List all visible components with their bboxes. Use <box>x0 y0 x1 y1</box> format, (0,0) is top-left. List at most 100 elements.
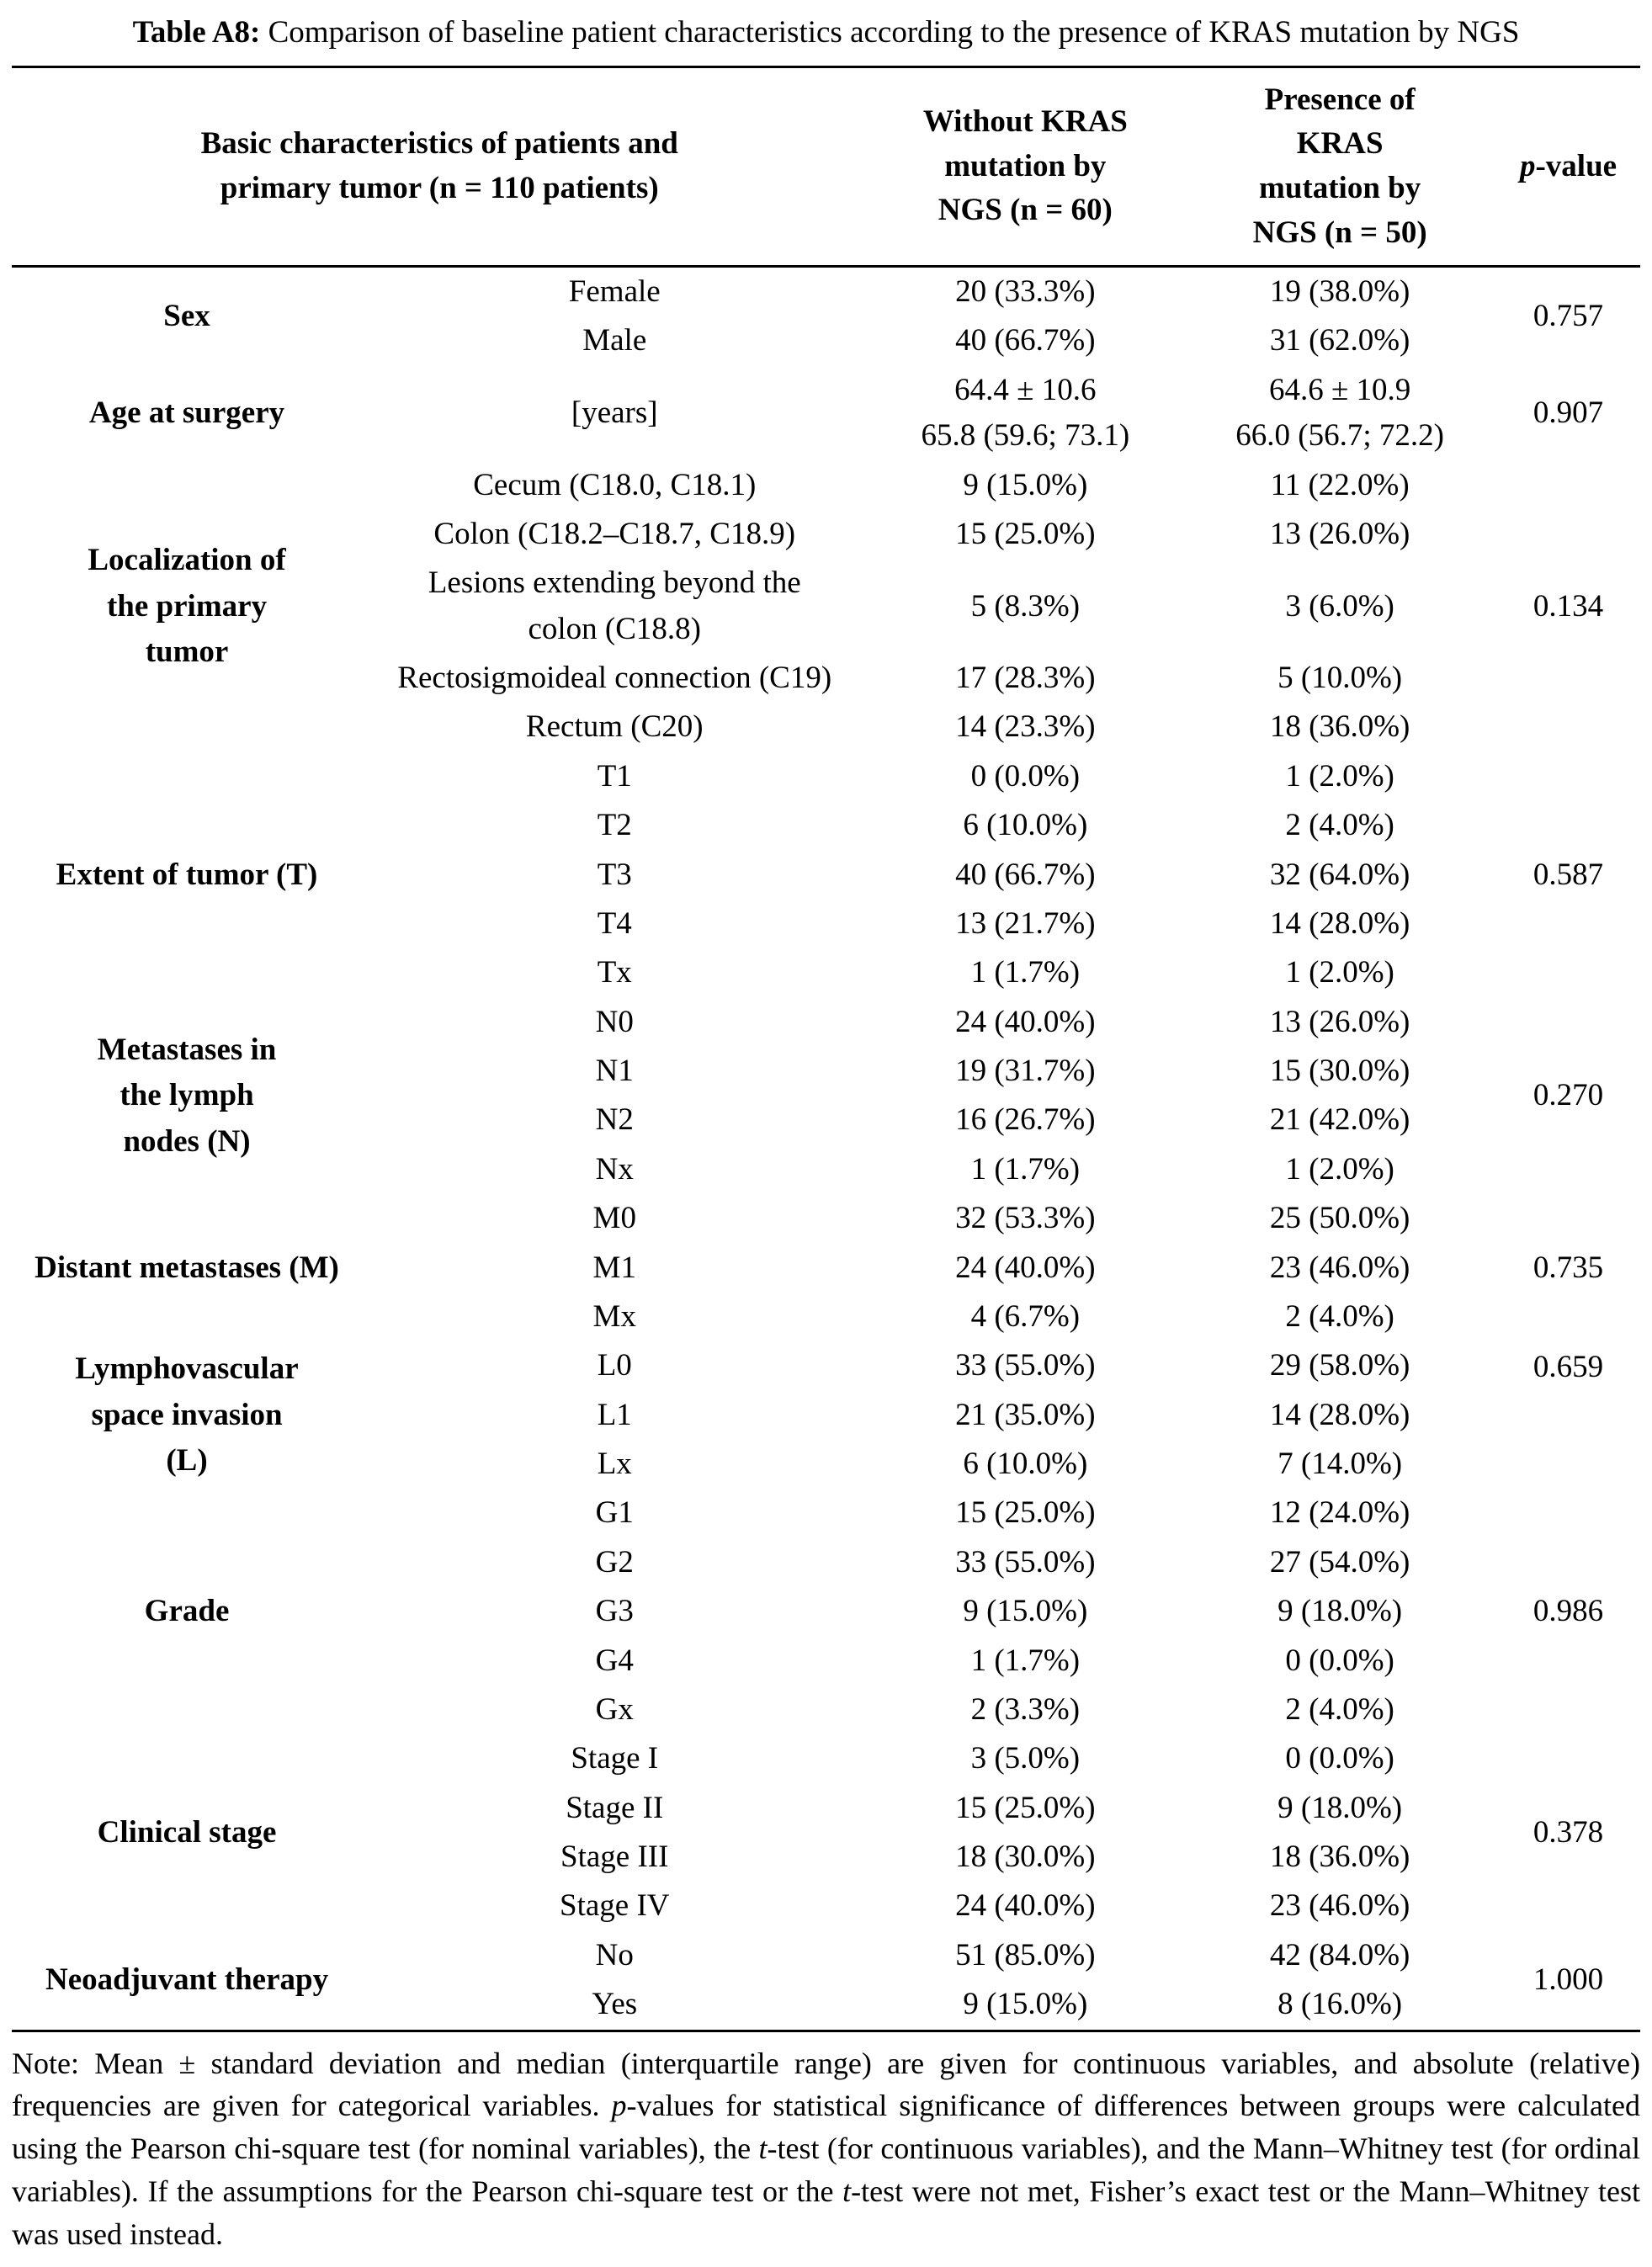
value-without-kras-cell: 13 (21.7%) <box>955 905 1096 941</box>
value-without-kras-cell: 1 (1.7%) <box>970 1151 1081 1187</box>
table-row: Rectosigmoideal connection (C19) 17 (28.3… <box>12 654 1640 703</box>
value-with-kras-cell: 8 (16.0%) <box>1278 1987 1403 2022</box>
table-row: Age at surgery [years] 64.4 ± 10.6 65.8 (5… <box>12 366 1640 461</box>
note: Note: Mean ± standard deviation and medi… <box>12 2046 1640 2251</box>
value-without-kras-cell: 40 (66.7%) <box>955 323 1096 358</box>
value-without-kras-cell: 40 (66.7%) <box>955 857 1096 892</box>
value-with-kras-cell: 14 (28.0%) <box>1269 1397 1410 1432</box>
table-row: M1 24 (40.0%) 23 (46.0%) <box>12 1244 1640 1293</box>
subcategory-cell: Rectum (C20) <box>525 709 704 745</box>
value-without-kras-cell: 14 (23.3%) <box>955 709 1096 745</box>
table-row: Metastases in the lymph nodes (N) N0 24 (4… <box>12 998 1640 1159</box>
p-value-cell: 0.378 <box>1532 1814 1604 1850</box>
subcategory-cell: T1 <box>597 758 632 794</box>
value-with-kras-cell: 21 (42.0%) <box>1269 1102 1410 1138</box>
value-with-kras-cell: 2 (4.0%) <box>1285 1298 1394 1334</box>
value-without-kras-cell: 3 (5.0%) <box>970 1741 1081 1776</box>
p-value-cell: 0.659 <box>1532 1350 1604 1385</box>
subcategory-cell: Mx <box>592 1298 636 1334</box>
table-row: Neoadjuvant therapy No 51 (85.0%) 42 (84.0%… <box>12 1931 1640 1997</box>
subcategory-cell: G3 <box>595 1594 634 1629</box>
subcategory-cell: Colon (C18.2–C18.7, C18.9) <box>433 516 796 551</box>
group-label-cell: Grade <box>144 1594 230 1629</box>
table-row: N1 19 (31.7%) 15 (30.0%) <box>12 1047 1640 1096</box>
subcategory-cell: L0 <box>597 1348 632 1383</box>
value-with-kras-cell: 13 (26.0%) <box>1269 1004 1410 1039</box>
table-row: Extent of tumor (T) T1 0 (0.0%) 1 (2.0%) 0.5… <box>12 752 1640 892</box>
table-row: Male 40 (66.7%) 31 (62.0%) <box>12 316 1640 365</box>
value-without-kras-cell: 24 (40.0%) <box>955 1888 1096 1924</box>
value-with-kras-cell: 9 (18.0%) <box>1278 1790 1403 1825</box>
header-row: Basic characteristics of patients and pr… <box>12 66 1640 268</box>
subcategory-cell: Stage II <box>566 1790 664 1825</box>
value-with-kras-cell: 23 (46.0%) <box>1269 1888 1410 1924</box>
value-with-kras-cell: 29 (58.0%) <box>1269 1348 1410 1383</box>
value-without-kras-cell: 16 (26.7%) <box>955 1102 1096 1138</box>
value-with-kras-cell: 42 (84.0%) <box>1269 1937 1410 1972</box>
value-with-kras-cell: 0 (0.0%) <box>1285 1643 1394 1678</box>
header-characteristics: Basic characteristics of patients and pr… <box>12 66 868 268</box>
value-without-kras-cell: 6 (10.0%) <box>963 1447 1088 1482</box>
group-label-cell: Neoadjuvant therapy <box>45 1962 329 1997</box>
table-row: Stage II 15 (25.0%) 9 (18.0%) <box>12 1784 1640 1833</box>
group-label-cell: Lymphovascular space invasion (L) <box>75 1351 299 1479</box>
table-row: T3 40 (66.7%) 32 (64.0%) <box>12 851 1640 900</box>
table-row: G2 33 (55.0%) 27 (54.0%) <box>12 1538 1640 1587</box>
value-with-kras-cell: 18 (36.0%) <box>1269 1840 1410 1875</box>
subcategory-cell: N0 <box>595 1004 634 1039</box>
characteristics-table: Basic characteristics of patients and pr… <box>12 65 1640 2032</box>
value-with-kras-cell: 3 (6.0%) <box>1285 588 1394 624</box>
header-presence-kras: Presence of KRAS mutation by NGS (n = 50… <box>1183 66 1497 268</box>
value-with-kras-cell: 27 (54.0%) <box>1269 1544 1410 1579</box>
value-with-kras-cell: 1 (2.0%) <box>1285 955 1394 990</box>
value-with-kras-cell: 19 (38.0%) <box>1269 274 1410 310</box>
subcategory-cell: G2 <box>595 1544 634 1579</box>
table-row: Distant metastases (M) M0 32 (53.3%) 25 (50… <box>12 1194 1640 1284</box>
table-row: G3 9 (15.0%) 9 (18.0%) <box>12 1587 1640 1636</box>
table-row: Yes 9 (15.0%) 8 (16.0%) <box>12 1980 1640 2031</box>
group-label-cell: Extent of tumor (T) <box>56 857 318 892</box>
table-row: T2 6 (10.0%) 2 (4.0%) <box>12 801 1640 850</box>
table-body: Sex Female 20 (33.3%) 19 (38.0%) 0.757 Male 40… <box>12 267 1640 2031</box>
value-without-kras-cell: 9 (15.0%) <box>963 467 1088 502</box>
p-value-cell: 0.134 <box>1532 588 1604 624</box>
value-without-kras-cell: 51 (85.0%) <box>955 1937 1096 1972</box>
table-row: G4 1 (1.7%) 0 (0.0%) <box>12 1637 1640 1686</box>
value-with-kras-cell: 14 (28.0%) <box>1269 905 1410 941</box>
subcategory-cell: L1 <box>597 1397 632 1432</box>
subcategory-cell: Female <box>568 274 661 310</box>
subcategory-cell: Cecum (C18.0, C18.1) <box>473 467 757 502</box>
p-value-cell: 0.270 <box>1532 1078 1604 1113</box>
group-label-cell: Age at surgery <box>88 396 285 430</box>
group-label-cell: Localization of the primary tumor <box>88 543 286 669</box>
table-row: T4 13 (21.7%) 14 (28.0%) <box>12 900 1640 948</box>
value-without-kras-cell: 24 (40.0%) <box>955 1004 1096 1039</box>
value-without-kras-cell: 9 (15.0%) <box>963 1594 1088 1629</box>
subcategory-cell: No <box>595 1937 634 1972</box>
subcategory-cell: Yes <box>592 1987 638 2022</box>
subcategory-cell: T2 <box>597 808 632 843</box>
value-with-kras-cell: 32 (64.0%) <box>1269 857 1410 892</box>
p-value-cell: 0.587 <box>1532 857 1604 892</box>
table-row: Gx 2 (3.3%) 2 (4.0%) <box>12 1686 1640 1734</box>
table-row: Lx 6 (10.0%) 7 (14.0%) <box>12 1440 1640 1489</box>
table-row: Lesions extending beyond the colon (C18.… <box>12 559 1640 654</box>
value-without-kras-cell: 1 (1.7%) <box>970 1643 1081 1678</box>
value-without-kras-cell: 18 (30.0%) <box>955 1840 1096 1875</box>
subcategory-cell: G4 <box>595 1643 634 1678</box>
subcategory-cell: Gx <box>595 1691 634 1727</box>
subcategory-cell: N1 <box>595 1054 634 1089</box>
value-without-kras-cell: 32 (53.3%) <box>955 1201 1096 1236</box>
value-without-kras-cell: 6 (10.0%) <box>963 808 1088 843</box>
value-without-kras-cell: 21 (35.0%) <box>955 1397 1096 1432</box>
subcategory-cell: [years] <box>571 396 658 430</box>
p-value-cell: 0.986 <box>1532 1594 1604 1629</box>
subcategory-cell: Lx <box>597 1447 632 1482</box>
table-row: N2 16 (26.7%) 21 (42.0%) <box>12 1096 1640 1144</box>
subcategory-cell: N2 <box>595 1102 634 1138</box>
subcategory-cell: Stage III <box>560 1840 669 1875</box>
table-row: Rectum (C20) 14 (23.3%) 18 (36.0%) <box>12 703 1640 751</box>
value-without-kras-cell: 33 (55.0%) <box>955 1348 1096 1383</box>
value-with-kras-cell: 23 (46.0%) <box>1269 1250 1410 1285</box>
